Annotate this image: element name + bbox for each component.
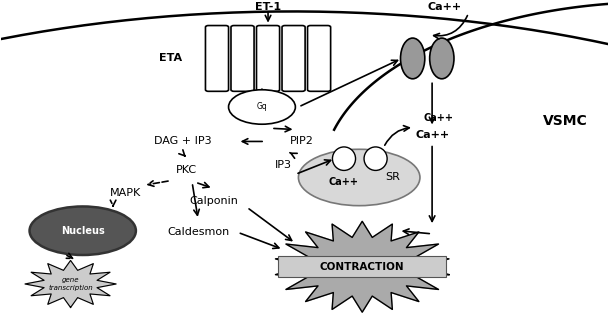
Ellipse shape [298, 149, 420, 206]
FancyBboxPatch shape [278, 256, 446, 277]
FancyBboxPatch shape [308, 26, 331, 91]
Text: Ca++: Ca++ [423, 113, 453, 123]
Ellipse shape [30, 206, 136, 255]
Text: MAPK: MAPK [110, 188, 141, 198]
Ellipse shape [430, 38, 454, 79]
Text: SR: SR [385, 173, 400, 182]
Text: DAG + IP3: DAG + IP3 [154, 137, 212, 146]
Text: Gq: Gq [256, 102, 267, 112]
Text: PIP2: PIP2 [289, 137, 314, 146]
Text: Ca++: Ca++ [329, 177, 359, 187]
Text: Calponin: Calponin [189, 196, 238, 206]
Text: PLC: PLC [255, 111, 275, 121]
Ellipse shape [401, 38, 425, 79]
FancyBboxPatch shape [231, 26, 254, 91]
Ellipse shape [333, 147, 356, 170]
Ellipse shape [364, 147, 387, 170]
Polygon shape [275, 221, 449, 312]
FancyBboxPatch shape [256, 26, 280, 91]
Polygon shape [25, 260, 116, 307]
Text: VSMC: VSMC [543, 114, 588, 128]
Text: IP3: IP3 [275, 160, 292, 170]
Text: CONTRACTION: CONTRACTION [320, 262, 404, 272]
Text: PKC: PKC [175, 165, 197, 175]
Text: ETA: ETA [160, 53, 182, 64]
Text: Ca++: Ca++ [415, 130, 449, 140]
Text: Nucleus: Nucleus [61, 226, 105, 236]
Text: Ca++: Ca++ [427, 2, 461, 12]
Text: ET-1: ET-1 [255, 2, 281, 12]
FancyBboxPatch shape [205, 26, 228, 91]
Circle shape [228, 90, 295, 124]
FancyBboxPatch shape [282, 26, 305, 91]
Text: gene
transcription: gene transcription [48, 277, 93, 290]
Text: Caldesmon: Caldesmon [167, 227, 230, 237]
